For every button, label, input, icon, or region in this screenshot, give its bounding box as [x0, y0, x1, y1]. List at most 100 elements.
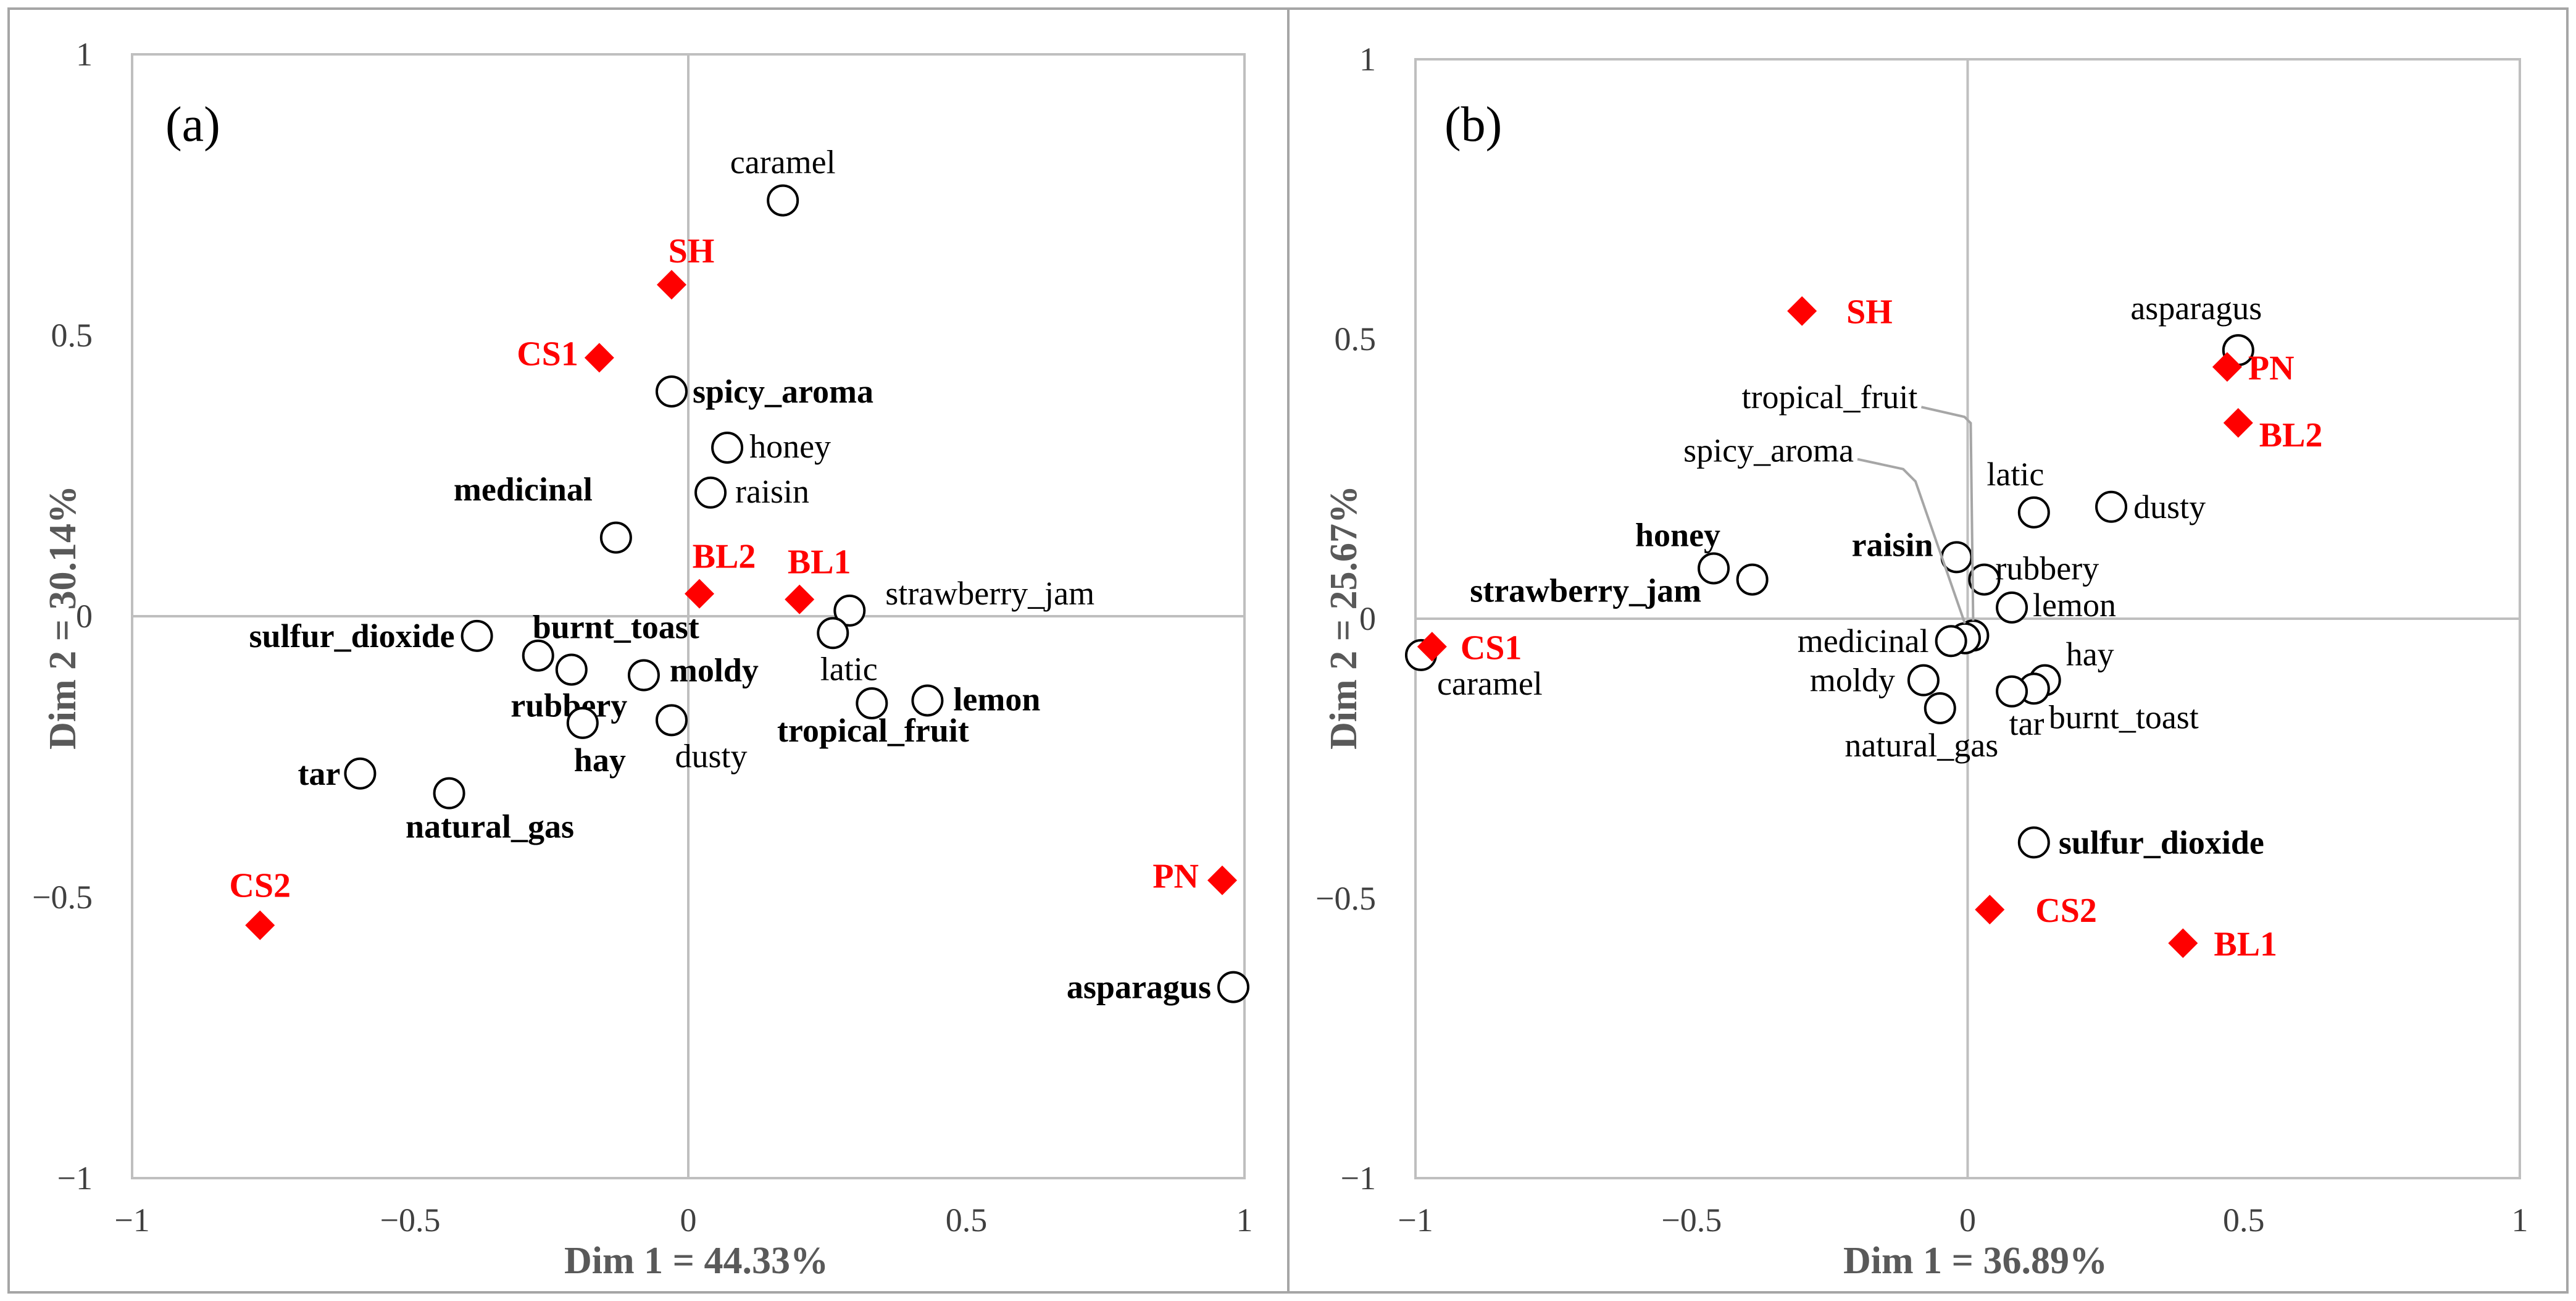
attribute-point [555, 653, 588, 686]
attribute-label: lemon [953, 681, 1040, 718]
attribute-label: tar [298, 755, 340, 792]
sample-point [245, 910, 275, 940]
attribute-point [694, 476, 727, 509]
sample-point [2212, 352, 2242, 382]
attribute-label: caramel [730, 144, 836, 181]
y-tick-label: 0 [76, 598, 93, 635]
attribute-label: asparagus [2130, 290, 2262, 327]
sample-point [656, 270, 686, 300]
y-tick-label: −1 [1341, 1160, 1376, 1197]
x-tick-label: −0.5 [1661, 1202, 1722, 1239]
attribute-point [1996, 675, 2028, 708]
y-tick-label: 0.5 [51, 317, 93, 354]
attribute-point [1924, 692, 1956, 724]
attribute-point [1217, 971, 1249, 1003]
x-tick-label: 1 [2512, 1202, 2528, 1239]
attribute-label: medicinal [454, 471, 593, 508]
attribute-label: hay [2066, 636, 2114, 673]
attribute-label: tar [2009, 705, 2045, 742]
attribute-label: latic [1986, 456, 2044, 493]
x-tick-label: 0.5 [2223, 1202, 2265, 1239]
attribute-point [461, 619, 493, 652]
attribute-label: raisin [735, 473, 809, 510]
attribute-point [2017, 826, 2050, 859]
attribute-label: tropical_fruit [1742, 379, 1918, 416]
sample-point [1207, 865, 1237, 895]
tick-labels-a: −1 −0.5 0 0.5 1 −1 −0.5 0 0.5 1 [32, 36, 1253, 1239]
sample-label: CS2 [229, 867, 291, 905]
sample-point [2223, 408, 2253, 438]
attribute-label: hay [574, 742, 626, 779]
attribute-label: natural_gas [1844, 727, 1998, 764]
x-axis-title-a: Dim 1 = 44.33% [564, 1240, 828, 1282]
sample-label: BL1 [788, 543, 851, 582]
x-tick-label: 0 [680, 1202, 697, 1239]
attribute-point [1935, 625, 1967, 658]
panel-tag-a: (a) [165, 98, 220, 152]
x-tick-label: 0 [1959, 1202, 1976, 1239]
sample-point [1975, 895, 2005, 925]
attribute-label: tropical_fruit [777, 712, 969, 749]
y-axis-title-a: Dim 2 = 30.14% [42, 485, 84, 750]
attribute-label: caramel [1437, 665, 1543, 702]
sample-label: BL2 [693, 538, 756, 576]
panel-b-border [1287, 7, 2569, 1294]
attribute-point [599, 521, 632, 554]
tick-labels-b: −1 −0.5 0 0.5 1 −1 −0.5 0 0.5 1 [1315, 41, 2528, 1239]
attribute-point [1736, 563, 1769, 596]
attribute-label: burnt_toast [2049, 698, 2199, 735]
attribute-label: moldy [1810, 662, 1895, 699]
x-axis-title-b: Dim 1 = 36.89% [1843, 1240, 2107, 1282]
leader-line [1857, 458, 1966, 624]
attribute-label: spicy_aroma [1683, 432, 1854, 469]
attribute-point [1968, 563, 2001, 596]
y-tick-label: −0.5 [32, 879, 93, 916]
attribute-label: spicy_aroma [693, 373, 873, 410]
panel-b: −1 −0.5 0 0.5 1 −1 −0.5 0 0.5 1 (b) Dim 1 = 36.89… [1315, 41, 2528, 1282]
attribute-label: dusty [2133, 488, 2206, 525]
attribute-point [522, 639, 554, 672]
attribute-label: strawberry_jam [1470, 572, 1701, 609]
attribute-label: rubbery [1995, 550, 2099, 587]
x-tick-label: −1 [1398, 1202, 1433, 1239]
sample-label: SH [669, 232, 715, 270]
sample-point [685, 579, 715, 609]
y-tick-label: 0 [1359, 600, 1376, 637]
attribute-point [627, 659, 660, 692]
attribute-point [344, 757, 377, 790]
y-tick-label: 1 [1359, 41, 1376, 78]
attribute-point [655, 704, 688, 737]
attribute-label: strawberry_jam [885, 575, 1094, 612]
attribute-point [817, 617, 849, 650]
sample-label: CS2 [2035, 892, 2097, 930]
attribute-point [711, 432, 744, 464]
x-tick-label: 0.5 [946, 1202, 988, 1239]
attribute-point [1907, 664, 1940, 697]
sample-point [2168, 928, 2198, 958]
attribute-point [1698, 552, 1730, 585]
attribute-point [655, 375, 688, 408]
attribute-label: burnt_toast [533, 609, 699, 646]
panel-tag-b: (b) [1444, 98, 1502, 152]
panel-a-border [7, 7, 1290, 1294]
attribute-label: dusty [675, 737, 747, 774]
attribute-label: honey [749, 428, 831, 465]
sample-point [785, 584, 815, 614]
sample-point [1417, 632, 1447, 662]
attribute-label: moldy [670, 652, 759, 689]
sample-point [584, 343, 614, 373]
y-tick-label: 0.5 [1335, 320, 1377, 358]
leader-line [1920, 406, 1975, 621]
x-tick-label: 1 [1236, 1202, 1253, 1239]
x-tick-label: −0.5 [380, 1202, 441, 1239]
attribute-point [856, 687, 888, 720]
attribute-label: sulfur_dioxide [2059, 824, 2264, 861]
attribute-point [767, 184, 799, 217]
attribute-point [833, 594, 866, 627]
y-axis-title-b: Dim 2 = 25.67% [1323, 485, 1365, 750]
y-tick-label: 1 [76, 36, 93, 73]
sample-label: CS1 [1461, 629, 1522, 667]
sample-label: CS1 [517, 335, 578, 373]
sample-label: SH [1846, 293, 1893, 332]
